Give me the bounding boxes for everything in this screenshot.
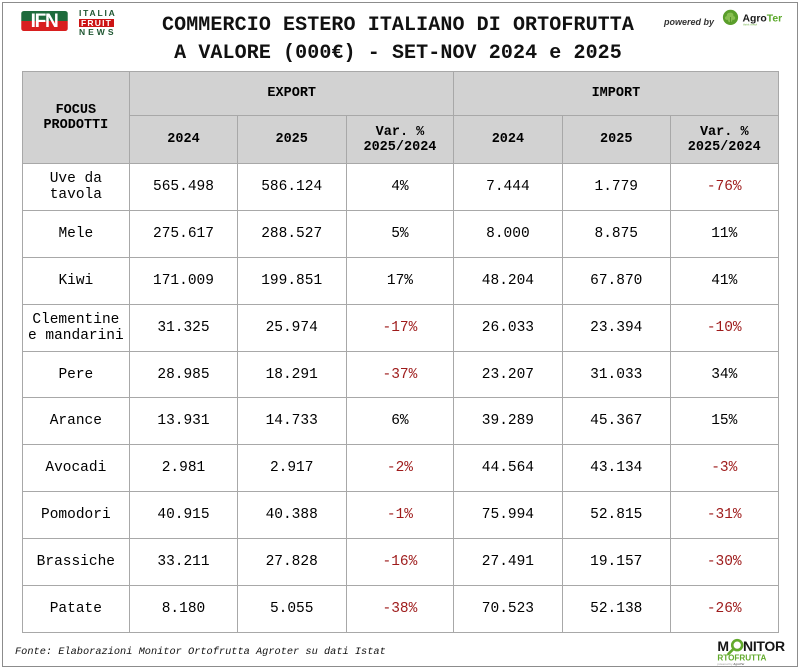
svg-text:M: M — [717, 638, 728, 654]
svg-text:NITOR: NITOR — [743, 638, 785, 654]
svg-text:RTOFRUTTA: RTOFRUTTA — [717, 653, 766, 662]
svg-text:AgroTer: AgroTer — [743, 13, 783, 24]
svg-text:IFN: IFN — [31, 11, 58, 31]
svg-text:powered by AgroTer: powered by AgroTer — [717, 662, 745, 666]
